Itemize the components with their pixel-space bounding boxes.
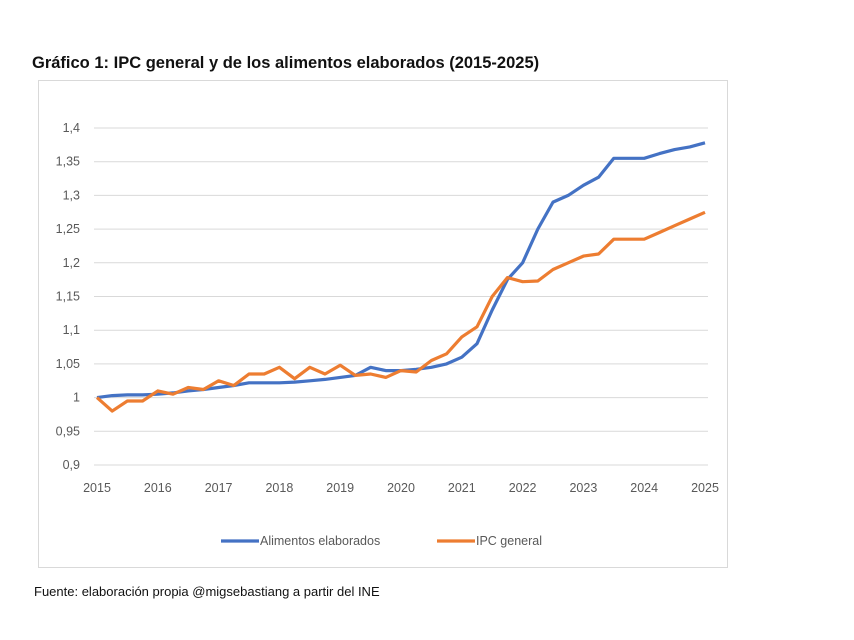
x-tick-label: 2021 — [448, 481, 476, 495]
x-tick-label: 2016 — [144, 481, 172, 495]
y-tick-label: 1,3 — [63, 188, 80, 202]
x-tick-label: 2025 — [691, 481, 719, 495]
source-note: Fuente: elaboración propia @migsebastian… — [34, 584, 380, 599]
x-tick-label: 2017 — [205, 481, 233, 495]
x-tick-label: 2024 — [630, 481, 658, 495]
x-tick-label: 2015 — [83, 481, 111, 495]
y-tick-label: 1 — [73, 391, 80, 405]
x-tick-label: 2018 — [265, 481, 293, 495]
y-tick-label: 0,9 — [63, 458, 80, 472]
legend-label: Alimentos elaborados — [260, 534, 380, 548]
x-tick-label: 2022 — [509, 481, 537, 495]
x-tick-label: 2023 — [569, 481, 597, 495]
x-tick-label: 2020 — [387, 481, 415, 495]
y-tick-label: 1,4 — [63, 121, 80, 135]
y-tick-label: 1,1 — [63, 323, 80, 337]
y-tick-label: 1,05 — [56, 357, 80, 371]
y-tick-label: 0,95 — [56, 424, 80, 438]
series-line-0 — [96, 141, 706, 400]
x-tick-label: 2019 — [326, 481, 354, 495]
series-line-1 — [95, 210, 706, 413]
chart-frame — [38, 80, 728, 568]
chart-title: Gráfico 1: IPC general y de los alimento… — [32, 54, 540, 72]
legend-label: IPC general — [476, 534, 542, 548]
y-tick-label: 1,2 — [63, 256, 80, 270]
y-tick-label: 1,35 — [56, 155, 80, 169]
y-tick-label: 1,15 — [56, 290, 80, 304]
y-tick-label: 1,25 — [56, 222, 80, 236]
